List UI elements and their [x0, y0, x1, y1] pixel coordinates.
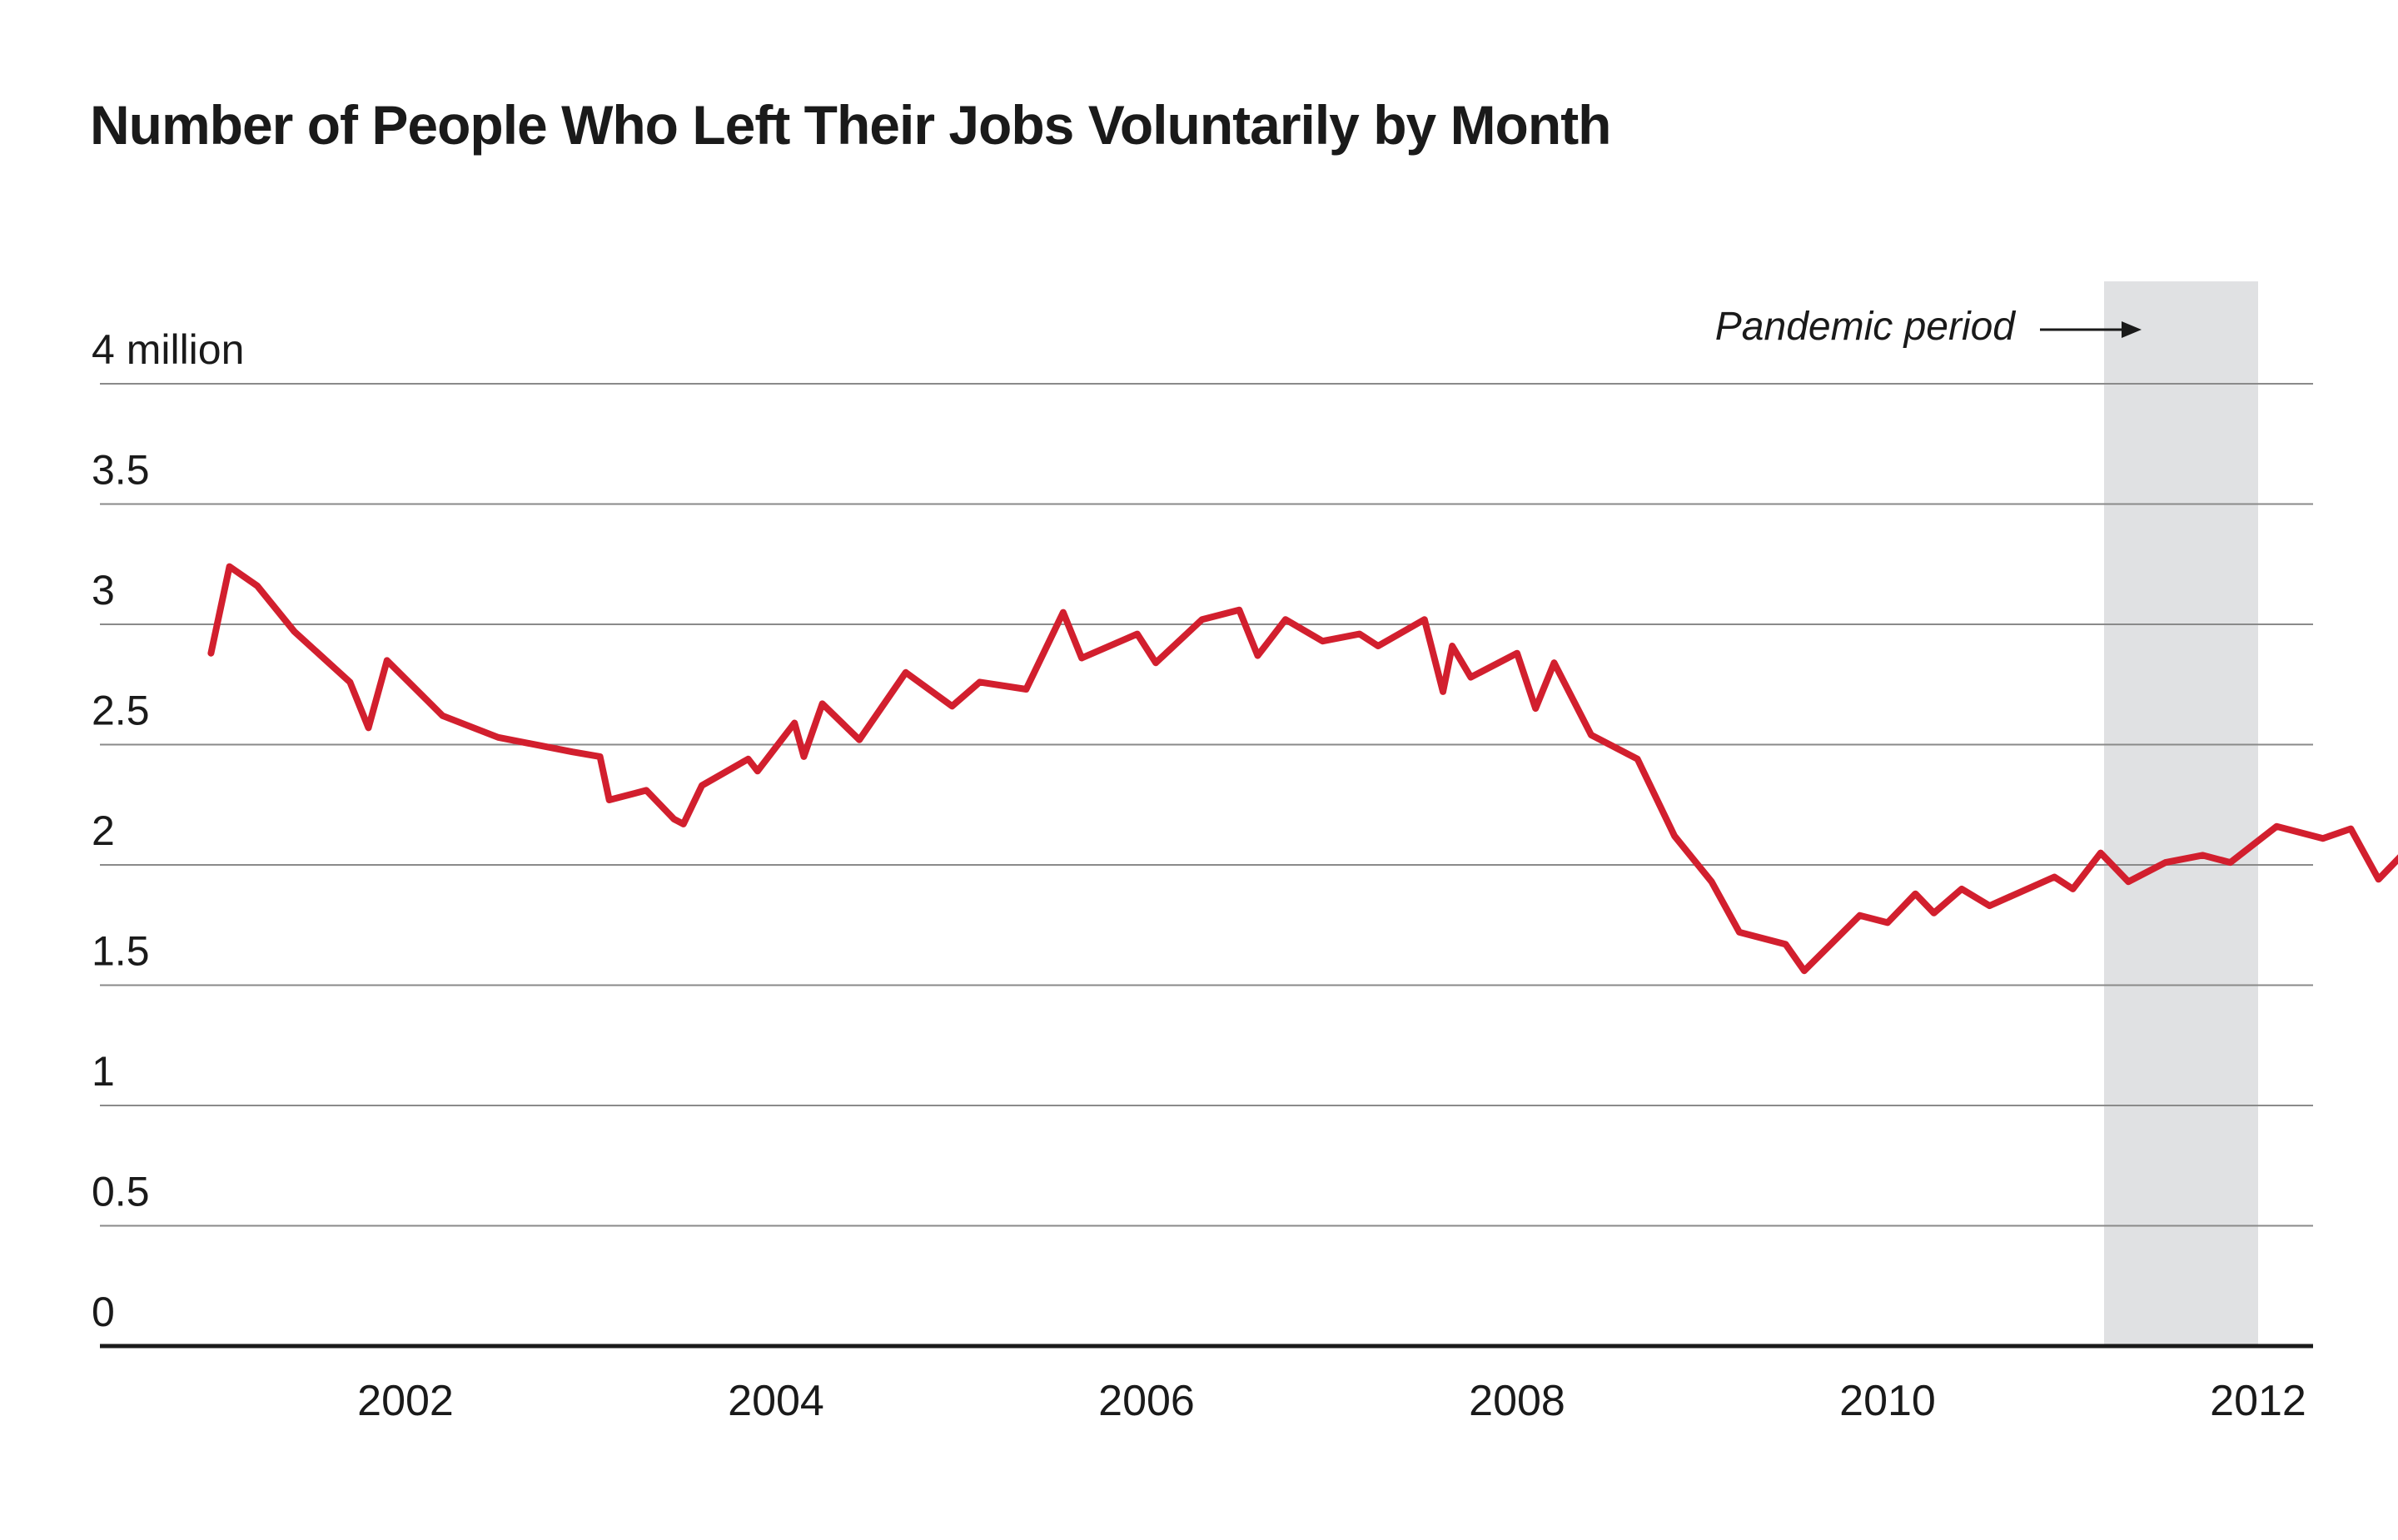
- x-tick-label: 2008: [1469, 1377, 1565, 1425]
- x-tick-label: 2012: [2210, 1377, 2306, 1425]
- y-tick-label: 1.5: [92, 928, 150, 975]
- y-axis-ticks: 0 0.5 1 1.5 2 2.5 3 3.5 4 million: [92, 326, 244, 1335]
- y-tick-label: 3: [92, 567, 115, 614]
- x-tick-label: 2006: [1098, 1377, 1195, 1425]
- y-tick-label: 1: [92, 1048, 115, 1095]
- y-tick-label: 2.5: [92, 688, 150, 734]
- gridlines: [100, 383, 2313, 1227]
- x-tick-label: 2004: [728, 1377, 824, 1425]
- x-axis-ticks: 2002200420062008201020122014201621082020…: [357, 1377, 2306, 1425]
- x-tick-label: 2002: [357, 1377, 454, 1425]
- y-tick-label: 0.5: [92, 1169, 150, 1215]
- y-tick-label: 0: [92, 1289, 115, 1335]
- chart-title: Number of People Who Left Their Jobs Vol…: [90, 94, 1611, 156]
- y-tick-label: 2: [92, 807, 115, 854]
- arrow-right-icon: [2040, 321, 2142, 338]
- x-tick-label: 2010: [1839, 1377, 1936, 1425]
- y-tick-label: 3.5: [92, 447, 150, 494]
- y-tick-label: 4 million: [92, 326, 244, 373]
- series-line-quits: [207, 563, 2398, 975]
- pandemic-period-label: Pandemic period: [1715, 305, 2017, 349]
- pandemic-shade: [2104, 281, 2258, 1346]
